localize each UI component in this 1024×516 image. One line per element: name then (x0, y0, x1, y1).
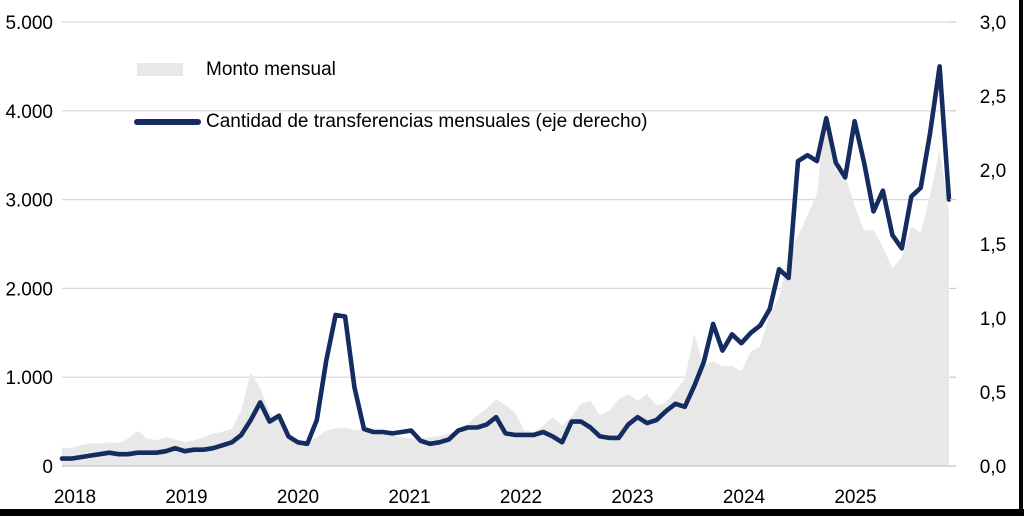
left-axis-label: 5.000 (5, 13, 53, 34)
legend-line-swatch (134, 119, 201, 125)
x-axis-year-label: 2018 (54, 487, 96, 508)
left-axis-label: 4.000 (5, 102, 53, 123)
right-axis-label: 0,5 (980, 383, 1006, 404)
cantidad-transferencias-line (59, 64, 952, 461)
x-axis-year-label: 2021 (388, 487, 430, 508)
right-axis-label: 0,0 (980, 457, 1006, 478)
left-axis-label: 1.000 (5, 368, 53, 389)
x-axis-year-label: 2024 (723, 487, 766, 508)
monto-mensual-area (62, 110, 949, 467)
frame-right-border (1019, 0, 1023, 516)
left-axis-label: 3.000 (5, 191, 53, 212)
x-axis-year-label: 2019 (165, 487, 207, 508)
right-axis-label: 2,0 (980, 161, 1006, 182)
right-axis-label: 1,0 (980, 309, 1006, 330)
legend-cantidad-transferencias-label: Cantidad de transferencias mensuales (ej… (206, 111, 648, 132)
right-axis-label: 1,5 (980, 235, 1006, 256)
legend-area-swatch (137, 63, 183, 76)
left-axis-label: 0 (42, 457, 53, 478)
x-axis-year-label: 2023 (611, 487, 653, 508)
frame-bottom-border (0, 509, 1024, 516)
x-axis-year-label: 2020 (277, 487, 319, 508)
legend-monto-mensual-label: Monto mensual (206, 59, 336, 80)
x-axis-year-label: 2025 (834, 487, 876, 508)
left-axis-label: 2.000 (5, 279, 53, 300)
x-axis-year-label: 2022 (500, 487, 542, 508)
right-axis-label: 2,5 (980, 87, 1006, 108)
right-axis-label: 3,0 (980, 13, 1006, 34)
